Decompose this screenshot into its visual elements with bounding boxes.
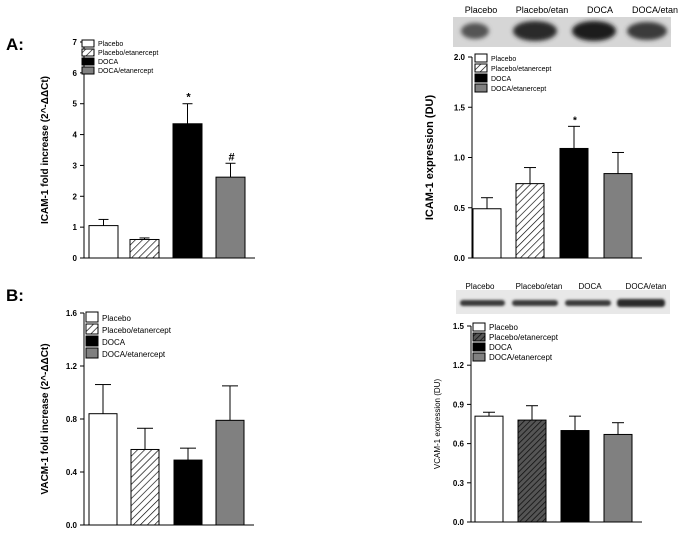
significance-mark: * <box>186 92 191 104</box>
bar <box>173 459 203 526</box>
chart-2: 0.0 0.5 1.0 1.5 2.0 ICAM-1 expression (DU) * Pl… <box>424 5 678 263</box>
significance-mark: # <box>228 151 234 163</box>
legend-item: Placebo <box>98 41 123 48</box>
blot-lane-label: DOCA/etan <box>632 5 678 15</box>
bar <box>130 448 160 526</box>
y-axis-label: VCAM-1 expression (DU) <box>433 379 442 470</box>
y-tick-label: 5 <box>73 100 78 109</box>
charts-group: 0 1 2 3 4 5 6 7 ICAM-1 fold increase (2^-ΔΔCt) * #… <box>40 5 678 530</box>
y-tick-label: 0.9 <box>453 400 465 409</box>
legend-item: DOCA <box>102 338 126 347</box>
bar <box>474 415 504 523</box>
y-tick-label: 0.8 <box>66 415 78 424</box>
y-tick-label: 1.2 <box>66 362 78 371</box>
blot-lane-label: Placebo <box>466 282 495 291</box>
chart-3: 0.0 0.4 0.8 1.2 1.6 VACM-1 fold increase (2^-… <box>40 309 254 530</box>
blot-lane-label: DOCA <box>587 5 613 15</box>
chart-1: 0 1 2 3 4 5 6 7 ICAM-1 fold increase (2^-ΔΔCt) * #… <box>40 38 255 263</box>
legend-item: DOCA/etanercept <box>102 350 166 359</box>
icam-blot-image <box>453 17 671 47</box>
bar <box>603 433 633 523</box>
legend-swatch <box>474 63 488 73</box>
legend-swatch <box>472 332 486 342</box>
panel-label-a: A: <box>6 35 24 54</box>
bar <box>603 173 633 259</box>
legend-swatch <box>474 83 488 93</box>
legend-swatch <box>81 39 95 48</box>
legend-item: DOCA/etanercept <box>98 68 153 75</box>
legend-item: Placebo <box>489 323 518 332</box>
y-tick-label: 1.5 <box>453 322 465 331</box>
legend-swatch <box>472 342 486 352</box>
y-axis-label: ICAM-1 expression (DU) <box>424 95 436 221</box>
legend-swatch <box>81 66 95 75</box>
bar <box>88 225 119 259</box>
bar <box>472 208 502 259</box>
y-tick-label: 0.0 <box>66 521 78 530</box>
bar <box>215 419 245 526</box>
legend-swatch <box>81 48 95 57</box>
panel-label-b: B: <box>6 286 24 305</box>
legend-item: Placebo <box>102 314 131 323</box>
blot-lane-label: Placebo/etan <box>516 282 563 291</box>
y-tick-label: 0 <box>73 254 78 263</box>
legend-swatch <box>81 57 95 66</box>
y-axis-label: VACM-1 fold increase (2^-ΔΔCt) <box>40 343 51 494</box>
y-axis-label: ICAM-1 fold increase (2^-ΔΔCt) <box>40 76 51 224</box>
chart-4: 0.0 0.3 0.6 0.9 1.2 1.5 VCAM-1 expression (DU)… <box>433 282 666 527</box>
y-tick-label: 4 <box>73 131 78 140</box>
y-tick-label: 6 <box>73 69 78 78</box>
legend-swatch <box>472 352 486 362</box>
y-tick-label: 0.0 <box>453 518 465 527</box>
blot-lane-label: DOCA <box>578 282 602 291</box>
y-tick-label: 0.5 <box>454 204 466 213</box>
y-tick-label: 1.2 <box>453 361 465 370</box>
legend-item: DOCA/etanercept <box>489 353 553 362</box>
y-tick-label: 1 <box>73 223 78 232</box>
legend-swatch <box>85 347 99 359</box>
legend-swatch <box>474 53 488 63</box>
y-tick-label: 1.0 <box>454 154 466 163</box>
significance-mark: * <box>573 115 577 126</box>
y-tick-label: 2 <box>73 192 78 201</box>
legend-item: DOCA <box>491 76 512 83</box>
blot-lane-label: Placebo/etan <box>516 5 569 15</box>
y-tick-label: 0.6 <box>453 440 465 449</box>
legend-item: Placebo/etanercept <box>98 50 158 57</box>
bar <box>517 419 547 523</box>
bar <box>560 430 590 523</box>
vcam-blot-image <box>456 290 670 314</box>
legend-item: Placebo/etanercept <box>491 66 551 73</box>
y-tick-label: 7 <box>73 38 78 47</box>
bar <box>559 147 589 259</box>
bar <box>172 123 203 259</box>
bar <box>129 238 160 259</box>
legend-item: Placebo/etanercept <box>489 333 559 342</box>
y-tick-label: 1.5 <box>454 103 466 112</box>
bar <box>515 183 545 259</box>
bar <box>88 413 118 526</box>
blot-lane-label: Placebo <box>465 5 498 15</box>
legend-swatch <box>85 323 99 335</box>
legend-item: DOCA/etanercept <box>491 86 546 93</box>
legend-swatch <box>474 73 488 83</box>
y-tick-label: 1.6 <box>66 309 78 318</box>
legend-item: DOCA <box>98 59 119 66</box>
y-tick-label: 0.4 <box>66 468 78 477</box>
legend-item: Placebo/etanercept <box>102 326 172 335</box>
legend-swatch <box>85 311 99 323</box>
y-tick-label: 0.0 <box>454 254 466 263</box>
legend-swatch <box>472 322 486 332</box>
legend-swatch <box>85 335 99 347</box>
y-tick-label: 0.3 <box>453 479 465 488</box>
legend-item: DOCA <box>489 343 513 352</box>
blot-lane-label: DOCA/etan <box>626 282 667 291</box>
y-tick-label: 3 <box>73 161 78 170</box>
legend-item: Placebo <box>491 56 516 63</box>
bar <box>215 176 246 259</box>
y-tick-label: 2.0 <box>454 53 466 62</box>
